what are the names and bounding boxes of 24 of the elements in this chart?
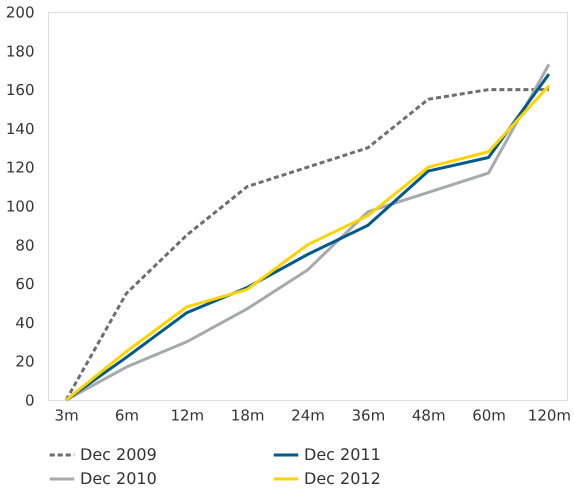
x-tick-label: 3m: [54, 406, 79, 424]
y-tick-label: 160: [6, 81, 34, 100]
y-tick-label: 200: [6, 4, 34, 22]
y-tick-label: 20: [15, 352, 34, 371]
x-tick-label: 48m: [412, 406, 446, 424]
legend-label: Dec 2012: [304, 469, 381, 488]
x-tick-label: 36m: [351, 406, 386, 424]
legend-label: Dec 2009: [80, 445, 157, 464]
x-tick-label: 120m: [528, 406, 572, 424]
x-tick-label: 60m: [472, 406, 506, 424]
y-tick-label: 60: [15, 275, 34, 294]
y-tick-label: 120: [6, 158, 34, 177]
legend-label: Dec 2010: [80, 469, 157, 488]
y-tick-label: 40: [15, 314, 34, 332]
x-tick-label: 18m: [230, 406, 265, 424]
legend-label: Dec 2011: [304, 445, 381, 464]
y-tick-label: 140: [6, 120, 34, 138]
y-tick-label: 80: [15, 236, 34, 254]
x-tick-label: 12m: [170, 406, 204, 424]
y-tick-label: 100: [6, 198, 34, 216]
y-tick-label: 180: [6, 42, 34, 60]
y-tick-label: 0: [24, 392, 34, 410]
x-tick-label: 24m: [291, 406, 325, 424]
x-tick-label: 6m: [114, 406, 140, 424]
